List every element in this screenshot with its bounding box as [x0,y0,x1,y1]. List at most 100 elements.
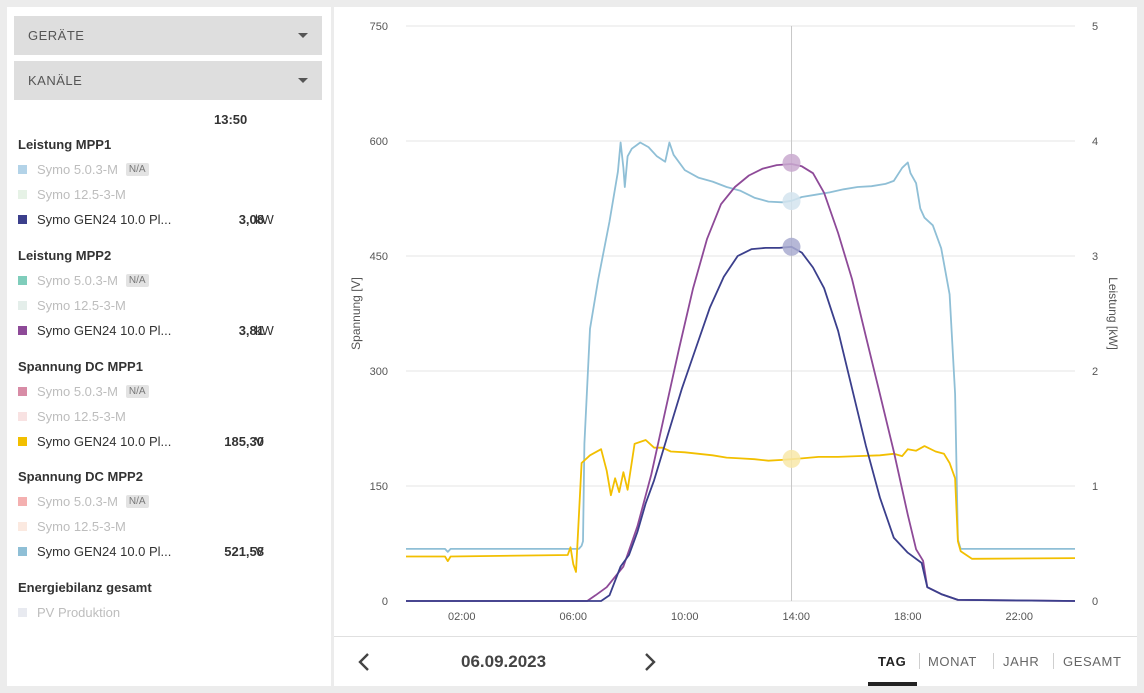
legend-item[interactable]: Symo GEN24 10.0 Pl... 3,81 kW [18,321,318,339]
legend-item-name: Symo 12.5-3-M [37,186,126,202]
legend-group-title: Leistung MPP1 [18,137,112,152]
y2-tick-label: 3 [1092,251,1098,263]
series-color-swatch [18,607,27,617]
series-color-swatch [18,214,27,224]
series-color-swatch [18,275,27,285]
tab-divider [993,653,994,669]
legend-item-name: Symo 12.5-3-M [37,518,126,534]
series-color-swatch [18,546,27,556]
devices-dropdown-label: GERÄTE [28,28,85,43]
series-line [406,245,1076,602]
legend-item[interactable]: Symo 5.0.3-M N/A [18,382,318,400]
chart-panel: 0 150 300 450 600 750 0 1 2 3 4 5 02:00 06:00 10:00 14:… [334,7,1137,686]
legend-item-unit: kW [255,211,274,227]
legend-item[interactable]: Symo 5.0.3-M N/A [18,160,318,178]
tab-monat[interactable]: MONAT [928,654,977,669]
series-color-swatch [18,436,27,446]
na-badge: N/A [125,384,149,398]
legend-item-name: Symo GEN24 10.0 Pl... [37,211,172,227]
y2-tick-label: 2 [1092,366,1098,378]
chevron-left-icon[interactable] [354,651,374,673]
x-tick-label: 10:00 [671,611,699,623]
legend-item-name: Symo 5.0.3-M [37,493,118,509]
legend-item[interactable]: PV Produktion [18,603,318,621]
tab-jahr[interactable]: JAHR [1003,654,1040,669]
series-color-swatch [18,386,27,396]
legend-item-value: 185,30 [224,433,264,449]
legend-item-value: 3,81 [238,322,264,338]
x-tick-label: 18:00 [894,611,922,623]
series-color-swatch [18,411,27,421]
legend-item[interactable]: Symo 12.5-3-M [18,407,318,425]
current-date: 06.09.2023 [461,652,547,671]
legend-group-title: Spannung DC MPP1 [18,359,143,374]
x-tick-label: 06:00 [559,611,587,623]
tab-divider [1053,653,1054,669]
x-tick-label: 22:00 [1005,611,1033,623]
series-color-swatch [18,300,27,310]
na-badge: N/A [125,273,149,287]
y-tick-label: 300 [370,366,388,378]
cursor-time: 13:50 [214,112,248,127]
legend-item[interactable]: Symo 12.5-3-M [18,185,318,203]
x-tick-label: 14:00 [782,611,810,623]
series-color-swatch [18,164,27,174]
y-tick-label: 450 [370,251,388,263]
cursor-marker [782,153,801,172]
legend-panel: GERÄTE KANÄLE 13:50 Leistung MPP1 Symo 5.… [7,7,331,686]
legend-item[interactable]: Symo GEN24 10.0 Pl... 521,58 V [18,542,318,560]
devices-dropdown[interactable]: GERÄTE [14,16,322,55]
series-line [406,163,1076,602]
legend-item-name: Symo 5.0.3-M [37,161,118,177]
line-chart[interactable]: 0 150 300 450 600 750 0 1 2 3 4 5 02:00 06:00 10:00 14:… [334,7,1137,636]
series-color-swatch [18,496,27,506]
legend-group-title: Spannung DC MPP2 [18,469,143,484]
legend-item[interactable]: Symo 5.0.3-M N/A [18,492,318,510]
chevron-right-icon[interactable] [640,651,660,673]
tab-tag[interactable]: TAG [878,654,907,669]
y2-axis-label: Leistung [kW] [1106,277,1120,350]
tab-divider [919,653,920,669]
legend-item-name: Symo 12.5-3-M [37,297,126,313]
legend-group-title: Leistung MPP2 [18,248,112,263]
legend-item-name: Symo GEN24 10.0 Pl... [37,433,172,449]
cursor-marker [782,237,801,256]
legend-group-title: Energiebilanz gesamt [18,580,152,595]
y-axis-label: Spannung [V] [349,277,363,350]
y-tick-label: 750 [370,21,388,33]
legend-item-name: Symo GEN24 10.0 Pl... [37,322,172,338]
y-tick-label: 0 [382,596,388,608]
date-navigation-bar: 06.09.2023 TAG MONAT JAHR GESAMT [334,636,1137,686]
cursor-marker [782,449,801,468]
x-tick-label: 02:00 [448,611,476,623]
caret-down-icon [298,78,308,83]
channels-dropdown[interactable]: KANÄLE [14,61,322,100]
legend-item[interactable]: Symo GEN24 10.0 Pl... 3,08 kW [18,210,318,228]
legend-item[interactable]: Symo 12.5-3-M [18,296,318,314]
y2-tick-label: 1 [1092,481,1098,493]
active-tab-indicator [868,682,917,686]
y2-tick-label: 4 [1092,136,1098,148]
legend-item-name: PV Produktion [37,604,121,620]
series-line [406,141,1075,553]
cursor-marker [782,192,801,211]
series-line [406,439,1076,573]
series-color-swatch [18,189,27,199]
na-badge: N/A [125,494,149,508]
caret-down-icon [298,33,308,38]
y-tick-label: 600 [370,136,388,148]
legend-item[interactable]: Symo 12.5-3-M [18,517,318,535]
legend-item-name: Symo 5.0.3-M [37,383,118,399]
tab-gesamt[interactable]: GESAMT [1063,654,1122,669]
legend-item-unit: V [255,433,264,449]
legend-item-unit: V [255,543,264,559]
y2-tick-label: 0 [1092,596,1098,608]
legend-item[interactable]: Symo GEN24 10.0 Pl... 185,30 V [18,432,318,450]
legend-item-unit: kW [255,322,274,338]
legend-item[interactable]: Symo 5.0.3-M N/A [18,271,318,289]
series-color-swatch [18,325,27,335]
na-badge: N/A [125,162,149,176]
legend-item-name: Symo GEN24 10.0 Pl... [37,543,172,559]
legend-item-name: Symo 5.0.3-M [37,272,118,288]
legend-item-value: 521,58 [224,543,264,559]
